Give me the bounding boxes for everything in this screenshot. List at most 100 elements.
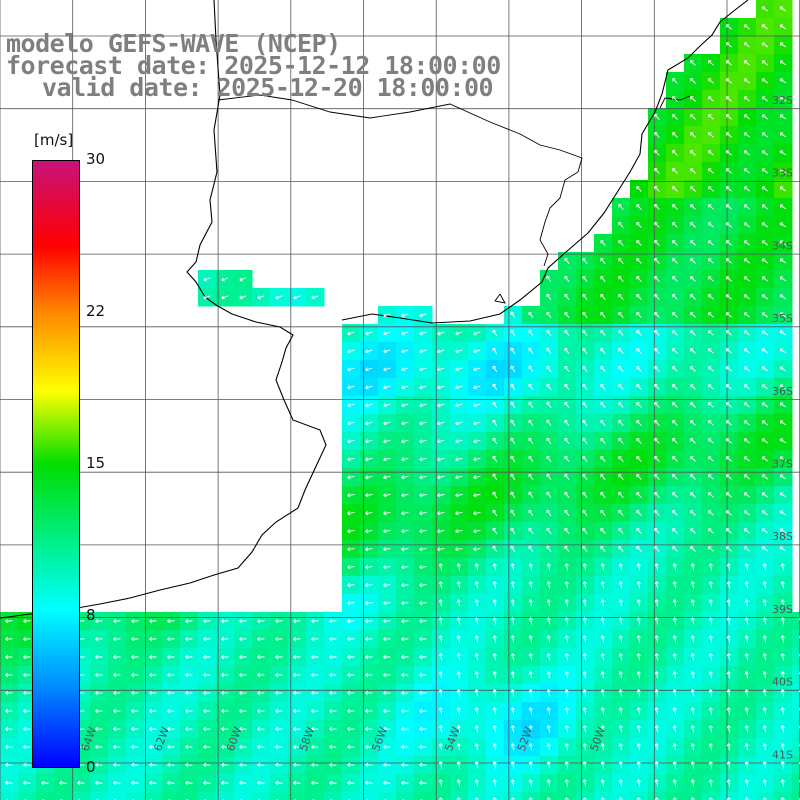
wind-arrow-icon (689, 456, 696, 462)
wind-arrow-icon (744, 581, 749, 589)
wind-arrow-icon (383, 762, 391, 768)
wind-arrow-icon (455, 331, 463, 336)
wind-arrow-icon (149, 744, 157, 750)
wind-arrow-icon (636, 293, 642, 300)
wind-arrow-icon (492, 347, 498, 355)
wind-arrow-icon (707, 78, 714, 84)
wind-arrow-icon (761, 78, 769, 84)
wind-arrow-icon (618, 293, 624, 300)
wind-arrow-icon (510, 329, 516, 337)
wind-arrow-icon (347, 744, 355, 750)
wind-arrow-icon (365, 726, 373, 732)
wind-arrow-icon (564, 257, 570, 265)
wind-arrow-icon (510, 779, 515, 787)
wind-arrow-icon (492, 527, 498, 535)
wind-arrow-icon (401, 457, 409, 462)
wind-arrow-icon (239, 618, 247, 624)
field-cell (666, 792, 685, 800)
wind-arrow-icon (618, 365, 624, 372)
wind-arrow-icon (762, 743, 767, 751)
wind-arrow-icon (419, 780, 427, 786)
wind-arrow-icon (546, 383, 552, 391)
wind-arrow-icon (113, 780, 121, 786)
wind-arrow-icon (185, 672, 193, 678)
wind-arrow-icon (455, 493, 463, 498)
wind-arrow-icon (689, 312, 696, 318)
wind-arrow-icon (564, 689, 569, 697)
wind-arrow-icon (600, 491, 606, 498)
wind-arrow-icon (636, 221, 642, 228)
field-cell (162, 792, 181, 800)
field-cell (252, 792, 271, 800)
wind-arrow-icon (456, 743, 461, 751)
wind-arrow-icon (311, 708, 319, 714)
wind-arrow-icon (347, 708, 355, 714)
wind-arrow-icon (492, 671, 497, 679)
wind-arrow-icon (546, 509, 552, 517)
wind-arrow-icon (546, 779, 551, 787)
wind-arrow-icon (707, 492, 714, 498)
wind-arrow-icon (761, 60, 769, 66)
wind-arrow-icon (510, 545, 516, 553)
wind-arrow-icon (725, 42, 732, 48)
wind-arrow-icon (762, 761, 767, 769)
wind-arrow-icon (95, 636, 103, 642)
wind-arrow-icon (654, 456, 660, 462)
wind-arrow-icon (365, 672, 373, 678)
wind-arrow-icon (743, 222, 751, 228)
field-cell (378, 792, 397, 800)
wind-arrow-icon (600, 653, 605, 661)
wind-arrow-icon (726, 743, 731, 751)
wind-arrow-icon (708, 761, 713, 769)
wind-arrow-icon (761, 402, 769, 408)
wind-arrow-icon (654, 222, 660, 228)
wind-arrow-icon (689, 348, 696, 354)
field-cell (756, 792, 775, 800)
wind-arrow-icon (564, 491, 570, 499)
wind-arrow-icon (528, 545, 534, 553)
wind-arrow-icon (455, 529, 463, 534)
wind-arrow-icon (438, 725, 443, 733)
wind-arrow-icon (546, 455, 552, 463)
wind-arrow-icon (438, 689, 443, 697)
wind-arrow-icon (779, 312, 787, 318)
wind-arrow-icon (492, 725, 497, 733)
wind-arrow-icon (510, 383, 516, 391)
wind-arrow-icon (95, 726, 103, 732)
wind-arrow-icon (438, 743, 443, 751)
wind-arrow-icon (689, 384, 696, 390)
colorbar-tick-22: 22 (86, 302, 106, 320)
wind-arrow-icon (779, 420, 787, 426)
wind-arrow-icon (761, 42, 769, 48)
wind-arrow-icon (636, 671, 641, 679)
coastline (0, 0, 749, 619)
wind-arrow-icon (438, 635, 443, 643)
wind-arrow-icon (725, 312, 732, 318)
wind-arrow-icon (113, 744, 121, 750)
wind-arrow-icon (438, 671, 443, 679)
wind-arrow-icon (564, 707, 569, 715)
wind-arrow-icon (95, 780, 103, 786)
colorbar-tick-30: 30 (86, 150, 106, 168)
wind-arrow-icon (725, 420, 732, 426)
wind-arrow-icon (311, 672, 319, 678)
wind-arrow-icon (654, 599, 659, 607)
field-cell (612, 792, 631, 800)
wind-arrow-icon (456, 581, 461, 589)
wind-arrow-icon (743, 366, 751, 372)
wind-arrow-icon (365, 511, 373, 516)
wind-arrow-icon (221, 295, 229, 300)
wind-arrow-icon (689, 96, 696, 102)
wind-arrow-icon (419, 475, 427, 480)
wind-arrow-icon (419, 565, 427, 570)
wind-arrow-icon (600, 527, 606, 534)
wind-arrow-icon (761, 258, 769, 264)
wind-arrow-icon (419, 708, 427, 714)
wind-arrow-icon (654, 581, 659, 589)
wind-arrow-icon (779, 438, 787, 444)
wind-arrow-icon (761, 132, 769, 138)
wind-arrow-icon (365, 493, 373, 498)
wind-arrow-icon (743, 96, 751, 102)
wind-arrow-icon (131, 780, 139, 786)
